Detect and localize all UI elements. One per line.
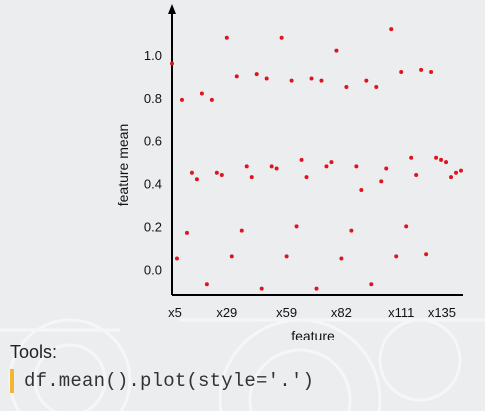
x-tick-label: x111: [388, 305, 414, 320]
data-point: [184, 230, 189, 235]
data-point: [214, 170, 219, 175]
data-point: [329, 160, 334, 165]
data-point: [334, 48, 339, 53]
data-point: [274, 166, 279, 171]
data-point: [369, 282, 374, 287]
data-point: [294, 224, 299, 229]
data-point: [179, 97, 184, 102]
data-point: [374, 85, 379, 90]
data-point: [204, 282, 209, 287]
data-point: [229, 254, 234, 259]
data-point: [404, 224, 409, 229]
data-point: [449, 175, 454, 180]
data-point: [434, 155, 439, 160]
data-point: [309, 76, 314, 81]
data-point: [399, 70, 404, 75]
x-tick-label: x82: [331, 305, 352, 320]
data-point: [419, 67, 424, 72]
data-point: [354, 164, 359, 169]
data-point: [244, 164, 249, 169]
scatter-chart: 0.0 0.2 0.4 0.6 0.8 1.0 x5 x29 x59 x82 x111 x135 f…: [115, 4, 463, 340]
data-point: [234, 74, 239, 79]
data-point: [414, 172, 419, 177]
x-axis-label: feature: [291, 328, 335, 340]
data-point: [379, 179, 384, 184]
tools-heading: Tools:: [10, 342, 58, 362]
data-point: [344, 85, 349, 90]
data-point: [259, 286, 264, 291]
data-point: [454, 170, 459, 175]
data-point: [209, 97, 214, 102]
data-point: [339, 256, 344, 261]
data-point: [459, 168, 463, 173]
data-point: [264, 76, 269, 81]
y-axis-arrow: [168, 4, 176, 14]
data-point: [389, 27, 394, 32]
y-tick-label: 0.8: [144, 91, 162, 106]
y-tick-label: 1.0: [144, 48, 162, 63]
y-tick-label: 0.2: [144, 219, 162, 234]
y-axis-label: feature mean: [115, 124, 131, 207]
data-point: [194, 177, 199, 182]
data-point: [324, 164, 329, 169]
data-point: [189, 170, 194, 175]
data-point: [384, 166, 389, 171]
data-point: [364, 78, 369, 83]
data-point: [444, 160, 449, 165]
data-point: [269, 164, 274, 169]
data-point: [289, 78, 294, 83]
data-point: [409, 155, 414, 160]
data-point: [199, 91, 204, 96]
chart-axes: [168, 4, 463, 296]
x-tick-labels: x5 x29 x59 x82 x111 x135: [168, 305, 456, 320]
data-point: [239, 228, 244, 233]
data-points: [170, 27, 463, 291]
data-point: [284, 254, 289, 259]
x-tick-label: x135: [428, 305, 456, 320]
data-point: [174, 256, 179, 261]
x-tick-label: x29: [216, 305, 237, 320]
data-point: [279, 35, 284, 40]
data-point: [359, 187, 364, 192]
y-tick-label: 0.4: [144, 177, 162, 192]
data-point: [439, 157, 444, 162]
data-point: [349, 228, 354, 233]
data-point: [170, 61, 174, 66]
code-text: df.mean().plot(style='.'): [24, 370, 315, 392]
data-point: [314, 286, 319, 291]
x-tick-label: x59: [276, 305, 297, 320]
data-point: [429, 70, 434, 75]
data-point: [219, 172, 224, 177]
y-tick-labels: 0.0 0.2 0.4 0.6 0.8 1.0: [144, 48, 162, 277]
x-tick-label: x5: [168, 305, 182, 320]
data-point: [224, 35, 229, 40]
data-point: [304, 175, 309, 180]
data-point: [394, 254, 399, 259]
data-point: [254, 72, 259, 77]
data-point: [424, 252, 429, 257]
code-snippet: df.mean().plot(style='.'): [10, 368, 314, 394]
data-point: [249, 175, 254, 180]
data-point: [319, 78, 324, 83]
code-accent-bar: [10, 369, 14, 393]
data-point: [299, 157, 304, 162]
y-tick-label: 0.6: [144, 134, 162, 149]
y-tick-label: 0.0: [144, 262, 162, 277]
